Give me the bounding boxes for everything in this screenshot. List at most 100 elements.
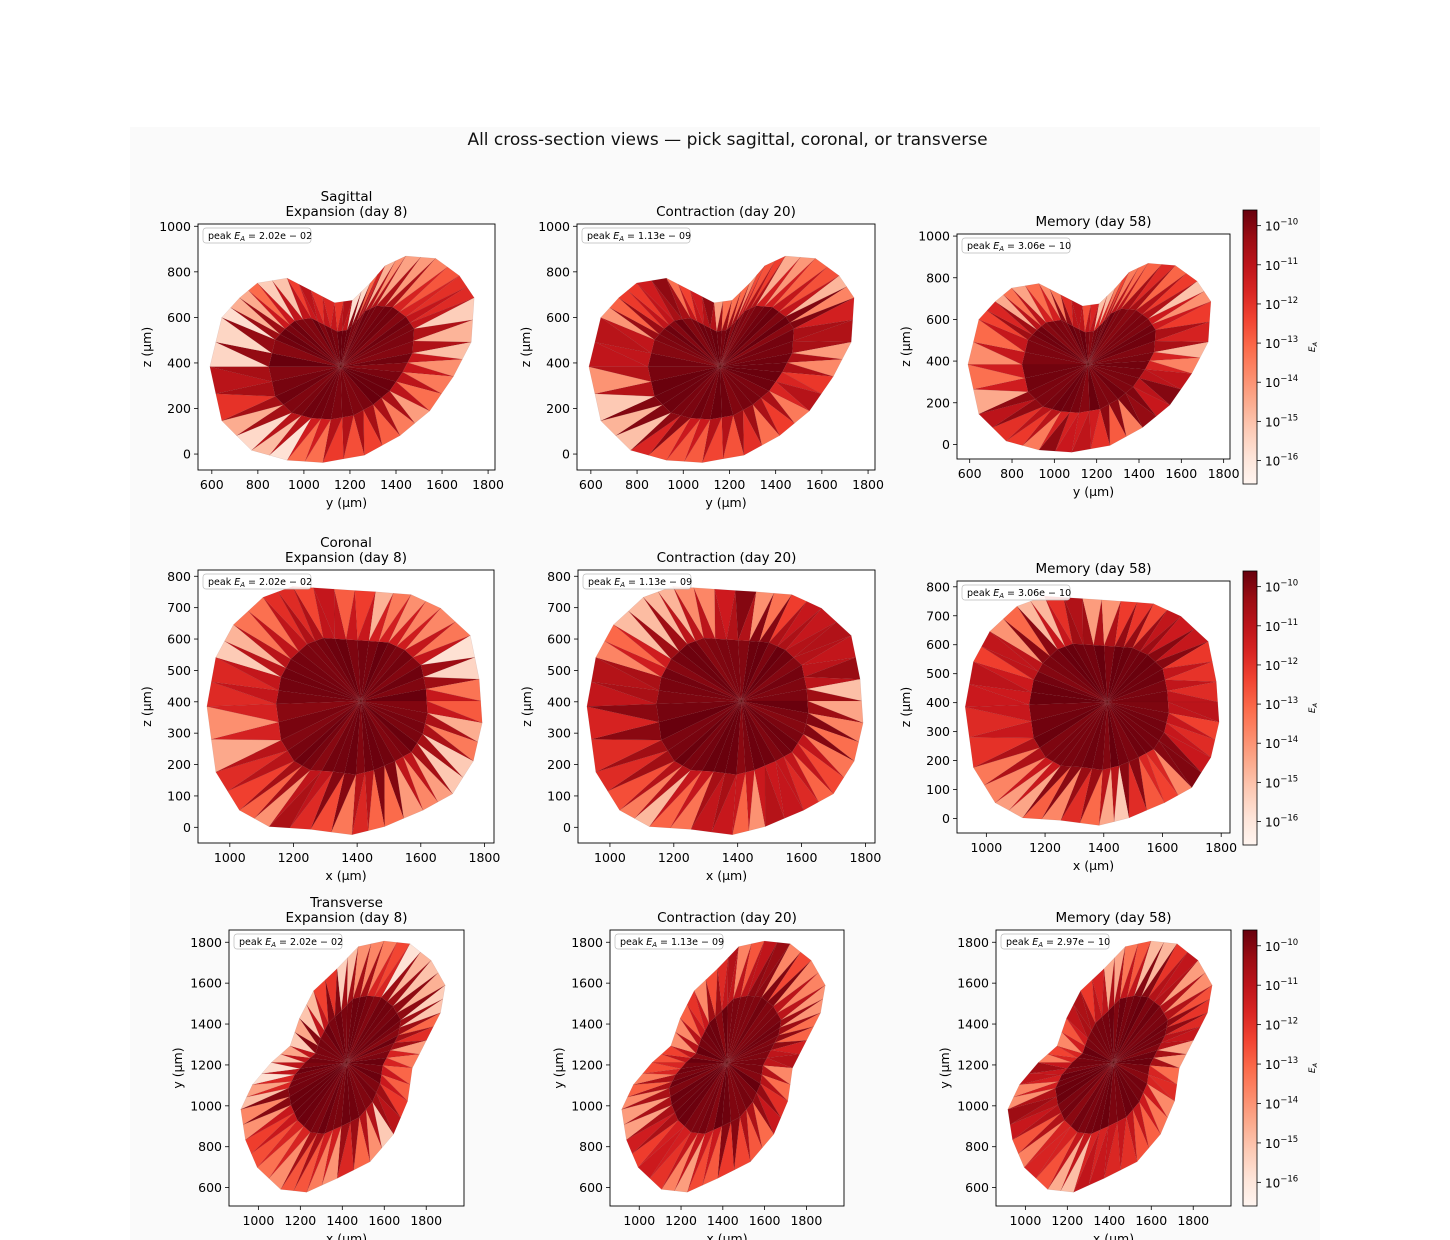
colorbar-bar bbox=[1242, 209, 1258, 485]
mesh-triangle bbox=[1101, 599, 1122, 646]
mesh-triangle bbox=[1082, 304, 1092, 333]
tick-exponent: −14 bbox=[1280, 1095, 1298, 1105]
y-tick-label: 1800 bbox=[571, 935, 603, 950]
mesh-triangle bbox=[1088, 1125, 1109, 1186]
mesh-triangle bbox=[1123, 602, 1154, 648]
mesh-triangle bbox=[978, 391, 1036, 415]
mesh-triangle bbox=[792, 319, 853, 343]
mesh-triangle bbox=[271, 277, 304, 320]
mesh-triangle bbox=[381, 1065, 411, 1085]
mesh-triangle bbox=[649, 1125, 692, 1179]
x-tick-label: 1600 bbox=[1135, 1213, 1167, 1228]
peak-value: = 1.13e − 09 bbox=[657, 937, 724, 948]
mesh-triangle bbox=[233, 610, 291, 660]
mesh-triangle bbox=[416, 733, 464, 778]
peak-box bbox=[1000, 933, 1110, 950]
y-tick-label: 400 bbox=[547, 694, 571, 709]
mesh-triangle bbox=[675, 1017, 699, 1046]
mesh-triangle bbox=[626, 1104, 676, 1140]
panel-title: Contraction (day 20) bbox=[657, 910, 797, 926]
tick-exponent: −12 bbox=[1280, 296, 1298, 306]
mesh-triangle bbox=[1146, 1083, 1175, 1119]
y-tick-label: 700 bbox=[167, 600, 191, 615]
mesh-triangle bbox=[630, 415, 681, 456]
mesh-triangle bbox=[293, 1062, 347, 1121]
mesh-triangle bbox=[1123, 603, 1154, 649]
mesh-triangle bbox=[1126, 940, 1152, 998]
mesh-triangle bbox=[995, 301, 1038, 336]
mesh-triangle bbox=[1060, 1133, 1092, 1193]
tick-exponent: −16 bbox=[1280, 814, 1298, 824]
mesh-triangle bbox=[649, 1132, 692, 1190]
y-tick-label: 1800 bbox=[957, 935, 989, 950]
peak-box bbox=[581, 227, 691, 244]
mesh-triangle bbox=[209, 366, 273, 394]
mesh-triangle bbox=[1120, 263, 1163, 309]
y-tick-label: 700 bbox=[547, 600, 571, 615]
mesh-triangle bbox=[1018, 1073, 1062, 1085]
mesh-triangle bbox=[781, 362, 834, 377]
mesh-triangle bbox=[310, 289, 325, 325]
mesh-triangle bbox=[280, 1132, 318, 1190]
x-tick-label: 1000 bbox=[970, 840, 1002, 855]
colorbar-tick-label: 10−14 bbox=[1265, 1095, 1298, 1111]
colorbar-tick-label: 10−13 bbox=[1265, 1056, 1298, 1072]
mesh-triangle bbox=[1140, 943, 1178, 998]
mesh-triangle bbox=[230, 307, 281, 340]
mesh-triangle bbox=[396, 608, 441, 651]
x-tick-label: 1800 bbox=[472, 477, 504, 492]
mesh-triangle bbox=[1023, 1126, 1071, 1179]
mesh-triangle bbox=[286, 417, 322, 461]
mesh-triangle bbox=[306, 1004, 325, 1039]
y-tick-label: 800 bbox=[965, 1139, 989, 1154]
mesh-triangle bbox=[373, 404, 401, 446]
figure-title-wrap: All cross-section views — pick sagittal,… bbox=[0, 130, 1450, 150]
x-tick-label: 1200 bbox=[278, 850, 310, 865]
mesh-triangle bbox=[761, 951, 801, 1003]
mesh-triangle bbox=[594, 381, 655, 397]
tick-exponent: −15 bbox=[1280, 413, 1298, 423]
mesh-triangle bbox=[346, 1062, 360, 1123]
mesh-triangle bbox=[1148, 943, 1188, 998]
colorbar-tick-label: 10−13 bbox=[1265, 335, 1298, 351]
mesh-triangle bbox=[627, 1081, 673, 1098]
mesh-triangle bbox=[360, 649, 414, 702]
mesh-triangle bbox=[754, 942, 791, 997]
x-tick-label: 1200 bbox=[658, 850, 690, 865]
cbar-symbol: E bbox=[1308, 707, 1318, 713]
mesh-triangle bbox=[1084, 304, 1091, 333]
mesh-triangle bbox=[1148, 951, 1188, 1003]
mesh-triangle bbox=[268, 1132, 311, 1190]
mesh-triangle bbox=[392, 258, 448, 308]
axes-frame bbox=[228, 929, 465, 1207]
mesh-triangle bbox=[1024, 283, 1054, 322]
mesh-triangle bbox=[1093, 295, 1108, 332]
mesh-triangle bbox=[1108, 957, 1115, 1012]
colorbar-bar bbox=[1242, 570, 1258, 846]
mesh-triangle bbox=[257, 282, 296, 325]
mesh-triangle bbox=[215, 341, 273, 367]
mesh-triangle bbox=[740, 265, 765, 316]
colorbar-tick-label: 10−15 bbox=[1265, 774, 1298, 790]
mesh-triangle bbox=[304, 418, 332, 462]
y-tick-label: 1400 bbox=[957, 1017, 989, 1032]
mesh-triangle bbox=[277, 591, 316, 645]
x-axis-label: x (µm) bbox=[1073, 858, 1114, 873]
x-axis-label: y (µm) bbox=[1073, 484, 1114, 499]
mesh-triangle bbox=[247, 596, 300, 652]
peak-label: peak bbox=[1006, 937, 1032, 948]
mesh bbox=[586, 586, 864, 836]
mesh-triangle bbox=[1103, 601, 1121, 647]
x-tick-label: 1800 bbox=[790, 1213, 822, 1228]
mesh-triangle bbox=[1057, 646, 1108, 703]
mesh-triangle bbox=[1035, 1132, 1078, 1190]
peak-label: peak bbox=[967, 241, 993, 252]
x-tick-label: 600 bbox=[579, 477, 603, 492]
mesh-triangle bbox=[694, 990, 710, 1032]
x-tick-label: 1400 bbox=[707, 1213, 739, 1228]
mesh-triangle bbox=[1138, 752, 1165, 803]
mesh-triangle bbox=[1007, 1088, 1057, 1110]
y-tick-label: 600 bbox=[926, 312, 950, 327]
mesh-triangle bbox=[1113, 945, 1126, 1005]
